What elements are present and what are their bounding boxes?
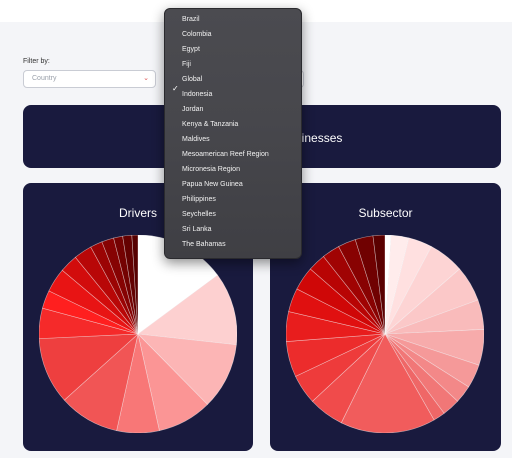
banner-title: usinesses <box>289 131 343 145</box>
country-select[interactable]: Country ⌄ <box>23 70 156 88</box>
dropdown-option[interactable]: Sri Lanka <box>182 226 212 233</box>
dropdown-option[interactable]: Kenya & Tanzania <box>182 121 239 128</box>
subsector-chart-card: Subsector <box>270 183 501 451</box>
drivers-chart-title: Drivers <box>119 206 157 220</box>
chevron-down-icon: ⌄ <box>143 75 149 82</box>
dropdown-option[interactable]: Indonesia <box>182 91 213 98</box>
dropdown-option[interactable]: Papua New Guinea <box>182 181 243 188</box>
subsector-pie-slice[interactable] <box>372 235 386 335</box>
drivers-chart-card: Drivers <box>23 183 253 451</box>
subsector-pie-chart <box>286 235 484 433</box>
filter-by-label: Filter by: <box>23 58 50 65</box>
dropdown-option[interactable]: Micronesia Region <box>182 166 240 173</box>
drivers-pie-slice[interactable] <box>39 333 139 401</box>
drivers-pie-slice[interactable] <box>137 274 237 346</box>
dropdown-option[interactable]: Global <box>182 76 203 83</box>
subsector-pie-slice[interactable] <box>340 333 435 433</box>
country-select-placeholder: Country <box>32 75 57 82</box>
drivers-pie-slice[interactable] <box>131 235 139 335</box>
dropdown-option[interactable]: Egypt <box>182 46 200 53</box>
dropdown-option[interactable]: Colombia <box>182 31 212 38</box>
dropdown-option[interactable]: Brazil <box>182 16 200 23</box>
drivers-pie-chart <box>39 235 237 433</box>
dropdown-option[interactable]: Jordan <box>182 106 204 113</box>
dropdown-option[interactable]: The Bahamas <box>182 241 226 248</box>
drivers-pie-slice[interactable] <box>137 333 237 405</box>
dropdown-option[interactable]: Fiji <box>182 61 191 68</box>
checkmark-icon: ✓ <box>172 84 179 93</box>
dropdown-option[interactable]: Maldives <box>182 136 210 143</box>
dropdown-option[interactable]: Mesoamerican Reef Region <box>182 151 269 158</box>
subsector-chart-title: Subsector <box>358 206 413 220</box>
dropdown-option[interactable]: Seychelles <box>182 211 216 218</box>
region-dropdown-menu[interactable]: ✓ Brazil Colombia Egypt Fiji Global Indonesia… <box>164 8 302 259</box>
dropdown-option[interactable]: Philippines <box>182 196 216 203</box>
